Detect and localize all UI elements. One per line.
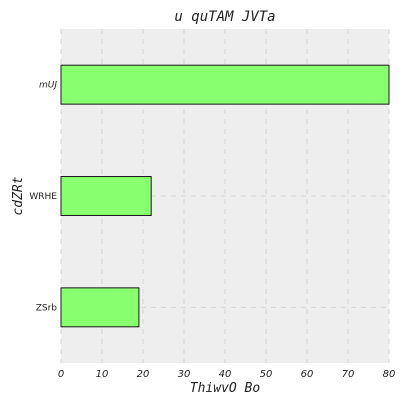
x-tick-label: 80 bbox=[383, 369, 396, 380]
chart-title: u quTAM JVTa bbox=[174, 9, 275, 25]
x-axis-label: ThiwvO Bo bbox=[190, 381, 261, 396]
y-axis-ticks: mUJ WRHE ZSrb bbox=[29, 81, 57, 314]
y-tick-label: ZSrb bbox=[36, 303, 58, 313]
x-tick-label: 70 bbox=[342, 369, 355, 380]
x-tick-label: 30 bbox=[178, 369, 191, 380]
bar-wrhe bbox=[60, 176, 152, 216]
x-tick-label: 40 bbox=[219, 369, 232, 380]
x-tick-label: 60 bbox=[301, 369, 314, 380]
bar-zsrb bbox=[60, 287, 140, 328]
y-tick-label: WRHE bbox=[29, 192, 57, 202]
x-tick-label: 10 bbox=[96, 369, 109, 380]
x-tick-label: 20 bbox=[137, 369, 150, 380]
x-tick-label: 0 bbox=[58, 369, 64, 380]
x-tick-label: 50 bbox=[260, 369, 273, 380]
y-axis-label: cdZRt bbox=[11, 176, 26, 215]
y-tick-label: mUJ bbox=[39, 81, 57, 91]
bar-muj bbox=[60, 64, 390, 105]
bars bbox=[60, 64, 390, 328]
x-axis-ticks: 0 10 20 30 40 50 60 70 80 bbox=[58, 369, 396, 380]
